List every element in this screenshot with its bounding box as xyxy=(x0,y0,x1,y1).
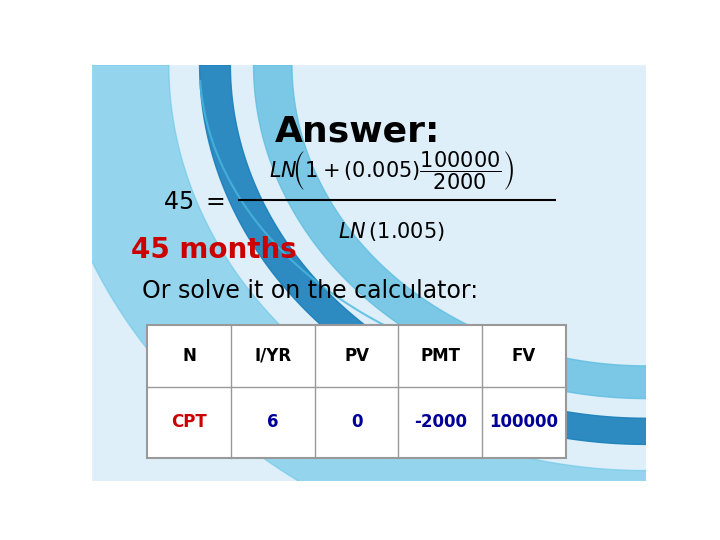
Text: Or solve it on the calculator:: Or solve it on the calculator: xyxy=(142,279,478,303)
Text: FV: FV xyxy=(512,347,536,365)
Text: CPT: CPT xyxy=(171,414,207,431)
Text: PMT: PMT xyxy=(420,347,460,365)
Text: $LN\!\left( 1+(0.005)\dfrac{100000}{2000} \right)$: $LN\!\left( 1+(0.005)\dfrac{100000}{2000… xyxy=(269,150,513,192)
Text: Answer:: Answer: xyxy=(275,114,441,148)
Text: 45 months: 45 months xyxy=(130,236,297,264)
Text: $LN\,(1.005)$: $LN\,(1.005)$ xyxy=(338,220,445,242)
Text: $45\ =$: $45\ =$ xyxy=(163,190,225,214)
Polygon shape xyxy=(45,65,720,540)
Bar xyxy=(148,325,566,458)
Text: 100000: 100000 xyxy=(490,414,559,431)
Text: -2000: -2000 xyxy=(414,414,467,431)
Text: 0: 0 xyxy=(351,414,362,431)
Text: PV: PV xyxy=(344,347,369,365)
Text: 6: 6 xyxy=(267,414,279,431)
Polygon shape xyxy=(199,65,716,444)
Text: I/YR: I/YR xyxy=(254,347,292,365)
Polygon shape xyxy=(253,65,708,399)
Text: N: N xyxy=(182,347,196,365)
